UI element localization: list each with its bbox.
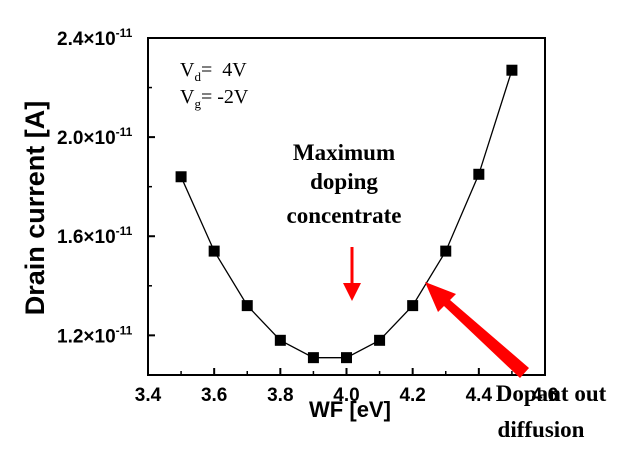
y-tick-label: 2.4×10-11 <box>57 26 133 50</box>
data-point <box>407 300 419 312</box>
annotation-line: Dopant out <box>496 381 607 406</box>
annotation-line: doping <box>310 169 378 194</box>
data-point <box>341 352 352 364</box>
red-arrows <box>343 247 529 378</box>
y-axis-ticks: 1.2×10-11 1.6×10-11 2.0×10-11 2.4×10-11 <box>57 26 155 347</box>
x-tick-label: 4.4 <box>466 385 493 406</box>
x-tick-label: 4.6 <box>532 385 558 406</box>
x-tick-label: 3.4 <box>135 385 162 406</box>
x-tick-label: 4.0 <box>333 385 359 406</box>
annotation-line: Maximum <box>293 140 395 165</box>
series-group <box>175 64 518 364</box>
data-point <box>307 352 319 364</box>
data-point <box>241 300 253 312</box>
data-point <box>208 245 220 257</box>
data-point <box>175 171 187 183</box>
vg-condition: Vg= -2V <box>180 86 249 111</box>
data-point <box>473 168 485 180</box>
x-axis-ticks: 3.4 3.6 3.8 4.0 4.2 4.4 4.6 <box>135 368 558 406</box>
data-point <box>506 64 518 76</box>
data-point <box>374 334 386 346</box>
y-axis-title: Drain current [A] <box>20 101 50 316</box>
x-tick-label: 4.2 <box>399 385 425 406</box>
diagonal-arrow <box>425 282 529 378</box>
data-point <box>274 334 286 346</box>
data-point <box>440 245 452 257</box>
down-arrow-head <box>343 283 361 301</box>
y-tick-label: 1.2×10-11 <box>57 323 133 347</box>
dopant-out-annotation: Dopant out diffusion <box>496 381 607 442</box>
x-tick-label: 3.8 <box>267 385 293 406</box>
x-tick-label: 3.6 <box>201 385 227 406</box>
annotation-line: diffusion <box>498 417 585 442</box>
x-axis-title: WF [eV] <box>309 397 391 422</box>
bias-conditions: Vd= 4V Vg= -2V <box>180 59 249 111</box>
annotation-line: concentrate <box>287 203 402 228</box>
max-doping-annotation: Maximum doping concentrate <box>287 140 402 228</box>
y-tick-label: 2.0×10-11 <box>57 125 133 149</box>
y-tick-label: 1.6×10-11 <box>57 224 133 248</box>
vd-condition: Vd= 4V <box>180 59 247 84</box>
